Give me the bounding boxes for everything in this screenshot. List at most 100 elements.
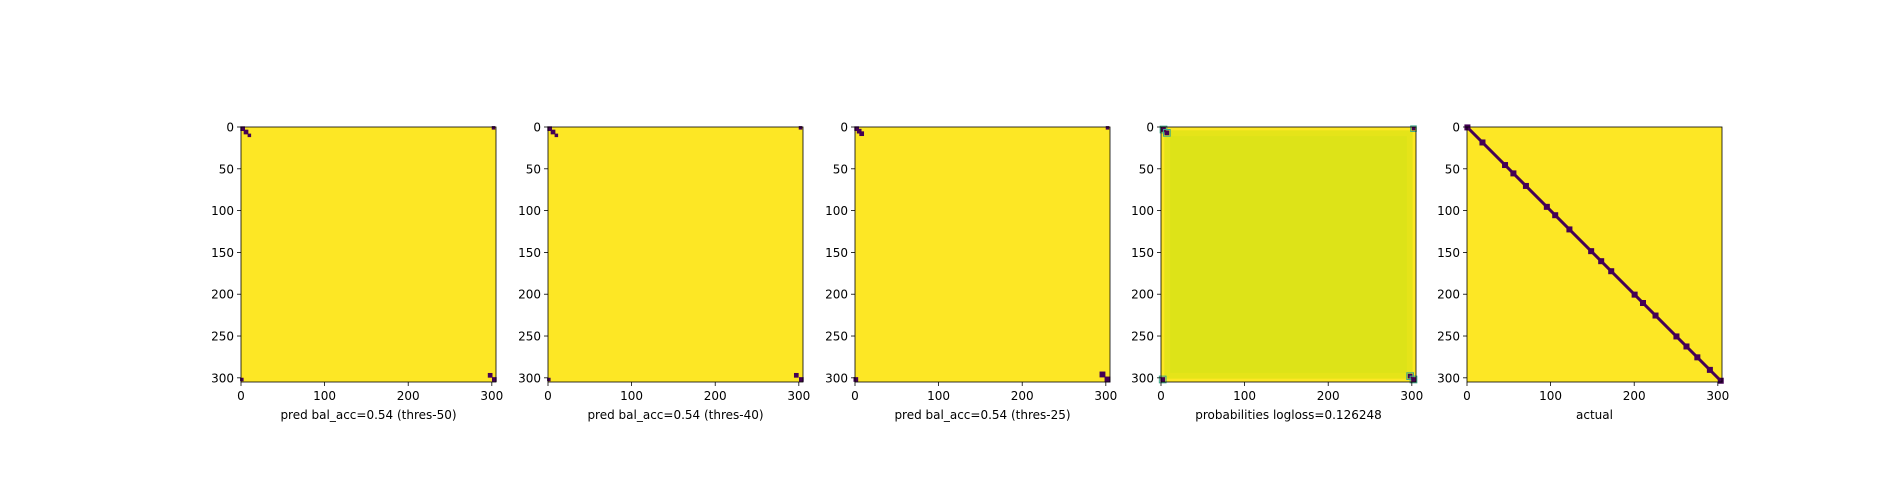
subplot-4: 0 50 100 150 200 250 300 0 100 200 300 probabilit… bbox=[1131, 121, 1423, 423]
y-tick-label: 0 bbox=[840, 121, 848, 135]
x-axis-4: 0 100 200 300 bbox=[1157, 382, 1423, 403]
y-tick-label: 50 bbox=[1445, 162, 1460, 176]
y-tick-label: 300 bbox=[211, 371, 234, 385]
heatmap-cell bbox=[854, 126, 860, 132]
y-axis-4: 0 50 100 150 200 250 300 bbox=[1131, 121, 1161, 385]
x-tick-label: 300 bbox=[480, 389, 503, 403]
y-tick-label: 0 bbox=[1452, 121, 1460, 135]
heatmap-cell-halo bbox=[1158, 375, 1167, 384]
diagonal-mark bbox=[1588, 248, 1595, 255]
heatmap-2 bbox=[547, 126, 804, 383]
x-axis-label-4: probabilities logloss=0.126248 bbox=[1195, 408, 1382, 422]
subplot-3: 0 50 100 150 200 250 300 0 100 200 300 pred bal_a… bbox=[825, 121, 1117, 423]
heatmap-cell bbox=[1105, 126, 1110, 130]
x-axis-5: 0 100 200 300 bbox=[1463, 382, 1729, 403]
diagonal-mark bbox=[1652, 312, 1659, 319]
heatmap-cell bbox=[243, 129, 249, 135]
x-tick-label: 0 bbox=[237, 389, 245, 403]
y-tick-label: 150 bbox=[825, 246, 848, 260]
y-tick-label: 250 bbox=[1437, 330, 1460, 344]
x-tick-label: 100 bbox=[313, 389, 336, 403]
diagonal-mark bbox=[1717, 377, 1724, 384]
heatmap-cell bbox=[1099, 371, 1106, 378]
y-tick-label: 150 bbox=[1437, 246, 1460, 260]
heatmap-cell-halo bbox=[1163, 129, 1171, 137]
x-tick-label: 300 bbox=[787, 389, 810, 403]
y-tick-label: 300 bbox=[518, 371, 541, 385]
axes-frame bbox=[1160, 126, 1417, 383]
heatmap-cell bbox=[798, 377, 804, 382]
y-tick-label: 0 bbox=[226, 121, 234, 135]
heatmap-region-3 bbox=[1170, 136, 1407, 373]
diagonal-mark bbox=[1639, 299, 1646, 306]
y-tick-label: 200 bbox=[1437, 288, 1460, 302]
heatmap-cell bbox=[1104, 376, 1111, 383]
heatmap-background bbox=[855, 127, 1110, 382]
heatmap-cell bbox=[554, 133, 559, 138]
y-tick-label: 100 bbox=[825, 204, 848, 218]
heatmap-cell bbox=[247, 133, 252, 138]
y-tick-label: 150 bbox=[1131, 246, 1154, 260]
heatmap-background bbox=[241, 127, 496, 382]
y-tick-label: 100 bbox=[211, 204, 234, 218]
diagonal-mark bbox=[1608, 268, 1615, 275]
y-tick-label: 200 bbox=[211, 288, 234, 302]
subplot-5: 0 50 100 150 200 250 300 0 100 200 300 actual bbox=[1437, 121, 1729, 423]
x-tick-label: 100 bbox=[620, 389, 643, 403]
y-tick-label: 150 bbox=[211, 246, 234, 260]
heatmap-cell bbox=[1160, 377, 1166, 382]
heatmap-cell bbox=[547, 126, 553, 132]
x-tick-label: 200 bbox=[1011, 389, 1034, 403]
heatmap-5 bbox=[1464, 124, 1724, 384]
y-tick-label: 250 bbox=[211, 330, 234, 344]
heatmap-background bbox=[548, 127, 803, 382]
heatmap-cell bbox=[487, 372, 493, 378]
x-tick-label: 300 bbox=[1706, 389, 1729, 403]
heatmap-cell bbox=[853, 377, 859, 382]
x-tick-label: 0 bbox=[1157, 389, 1165, 403]
y-axis-5: 0 50 100 150 200 250 300 bbox=[1437, 121, 1467, 385]
heatmap-1 bbox=[240, 126, 497, 383]
diagonal-mark bbox=[1694, 354, 1701, 361]
x-tick-label: 200 bbox=[1317, 389, 1340, 403]
diagonal-mark bbox=[1543, 203, 1550, 210]
axes-frame bbox=[1466, 126, 1723, 383]
diagonal-mark bbox=[1706, 366, 1713, 373]
heatmap-cell bbox=[859, 131, 865, 137]
y-tick-label: 200 bbox=[1131, 288, 1154, 302]
axes-frame bbox=[240, 126, 497, 383]
y-tick-label: 200 bbox=[825, 288, 848, 302]
x-axis-1: 0 100 200 300 bbox=[237, 382, 503, 403]
y-tick-label: 50 bbox=[833, 162, 848, 176]
heatmap-cell bbox=[547, 377, 551, 382]
diagonal-mark bbox=[1502, 162, 1509, 169]
diagonal-mark bbox=[1631, 291, 1638, 298]
heatmap-cell bbox=[491, 377, 497, 382]
heatmap-cell-halo bbox=[1409, 375, 1418, 384]
diagonal-mark bbox=[1683, 343, 1690, 350]
heatmap-cell bbox=[550, 129, 556, 135]
diagonal-mark bbox=[1510, 170, 1517, 177]
diagonal-mark bbox=[1566, 226, 1573, 233]
x-tick-label: 300 bbox=[1400, 389, 1423, 403]
x-tick-label: 100 bbox=[1233, 389, 1256, 403]
x-tick-label: 200 bbox=[704, 389, 727, 403]
heatmap-cell bbox=[1411, 126, 1416, 131]
x-tick-label: 100 bbox=[1539, 389, 1562, 403]
y-tick-label: 100 bbox=[1437, 204, 1460, 218]
heatmap-cell bbox=[491, 126, 496, 130]
y-tick-label: 0 bbox=[533, 121, 541, 135]
heatmap-cell bbox=[1164, 130, 1170, 136]
heatmap-cell bbox=[798, 126, 803, 130]
heatmap-3 bbox=[853, 126, 1111, 383]
subplot-2: 0 50 100 150 200 250 300 0 100 200 300 pred bal_a… bbox=[518, 121, 810, 423]
axes-frame bbox=[854, 126, 1111, 383]
x-tick-label: 0 bbox=[544, 389, 552, 403]
x-tick-label: 200 bbox=[397, 389, 420, 403]
diagonal-mark bbox=[1598, 258, 1605, 265]
x-tick-label: 0 bbox=[851, 389, 859, 403]
y-axis-3: 0 50 100 150 200 250 300 bbox=[825, 121, 855, 385]
x-axis-label-1: pred bal_acc=0.54 (thres-50) bbox=[280, 408, 456, 422]
y-tick-label: 0 bbox=[1146, 121, 1154, 135]
diagonal-mark bbox=[1479, 139, 1486, 146]
